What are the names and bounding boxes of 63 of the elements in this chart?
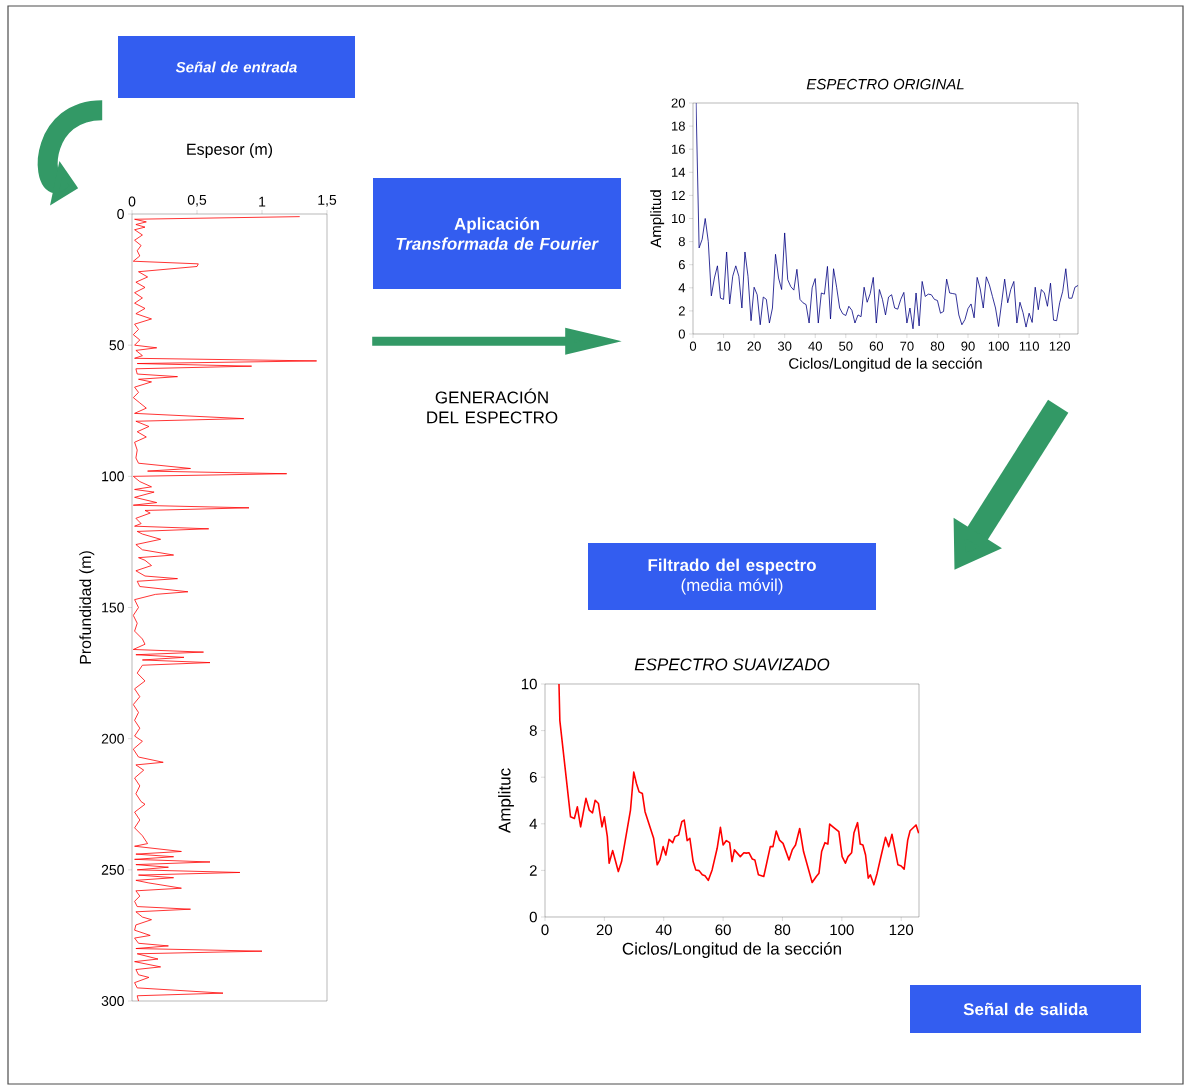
x-tick-label: 60: [715, 924, 731, 936]
x-axis-title: Espesor (m): [187, 143, 273, 159]
x-tick-label: 30: [777, 341, 792, 351]
y-axis-title: Amplituc: [498, 768, 514, 834]
y-tick-label: 4: [529, 818, 538, 829]
y-tick-label: 10: [521, 678, 537, 690]
y-tick-label: 0: [529, 911, 537, 923]
y-tick-label: 0: [117, 209, 124, 219]
y-tick-label: 100: [102, 471, 124, 482]
y-tick-label: 4: [678, 283, 686, 293]
line-series: [558, 684, 920, 886]
y-tick-label: 6: [678, 260, 685, 270]
x-tick-label: 0: [128, 196, 136, 207]
x-tick-label: 20: [596, 924, 613, 936]
y-axis-title: Profundidad (m): [79, 551, 95, 664]
y-axis-title: Amplitud: [650, 190, 665, 248]
text: Señal de entrada: [175, 61, 297, 73]
y-tick-label: 300: [101, 996, 124, 1006]
x-tick-label: 80: [930, 341, 945, 351]
y-tick-label: 12: [672, 190, 685, 200]
x-tick-label: 80: [774, 924, 791, 936]
x-tick-label: 40: [808, 341, 822, 351]
x-tick-label: 120: [1049, 341, 1071, 351]
y-tick-label: 20: [671, 98, 685, 108]
text: Aplicación Transformada de Fourier: [396, 217, 599, 250]
x-tick-label: 60: [869, 341, 884, 351]
text: Señal de salida: [963, 1002, 1088, 1016]
x-tick-label: 0,5: [187, 194, 207, 207]
x-tick-label: 0: [541, 924, 549, 936]
x-tick-label: 50: [839, 341, 853, 351]
x-tick-label: 110: [1019, 341, 1039, 351]
y-tick-label: 8: [678, 236, 685, 247]
x-tick-label: 10: [717, 341, 731, 351]
y-tick-label: 200: [101, 733, 124, 744]
text: GENERACIÓN DEL ESPECTRO: [427, 388, 558, 424]
x-tick-label: 100: [830, 924, 854, 936]
x-tick-label: 70: [900, 341, 914, 351]
x-axis-title: Ciclos/Longitud de la sección: [622, 942, 841, 959]
y-tick-label: 0: [678, 329, 685, 339]
x-tick-label: 120: [889, 924, 914, 936]
y-tick-label: 16: [672, 144, 685, 154]
y-tick-label: 10: [672, 213, 685, 224]
chart-title: ESPECTRO ORIGINAL: [806, 78, 964, 90]
chart-title: ESPECTRO SUAVIZADO: [634, 658, 830, 671]
text: Filtrado del espectro (media móvil): [648, 558, 816, 595]
x-tick-label: 1: [259, 196, 266, 207]
line-series: [132, 216, 317, 1001]
y-tick-label: 18: [672, 121, 685, 131]
x-axis-title: Ciclos/Longitud de la sección: [789, 357, 982, 372]
x-tick-label: 1,5: [318, 195, 337, 207]
x-tick-label: 100: [988, 341, 1009, 351]
y-tick-label: 6: [529, 771, 537, 783]
y-tick-label: 14: [672, 167, 686, 177]
y-tick-label: 8: [529, 725, 537, 736]
x-tick-label: 0: [689, 341, 697, 351]
y-tick-label: 2: [529, 865, 537, 876]
x-tick-label: 20: [747, 341, 761, 351]
x-tick-label: 90: [961, 341, 975, 351]
y-tick-label: 150: [102, 602, 124, 613]
y-tick-label: 2: [678, 306, 685, 316]
y-tick-label: 250: [101, 864, 124, 875]
x-tick-label: 40: [655, 924, 672, 936]
line-series: [695, 103, 1078, 330]
